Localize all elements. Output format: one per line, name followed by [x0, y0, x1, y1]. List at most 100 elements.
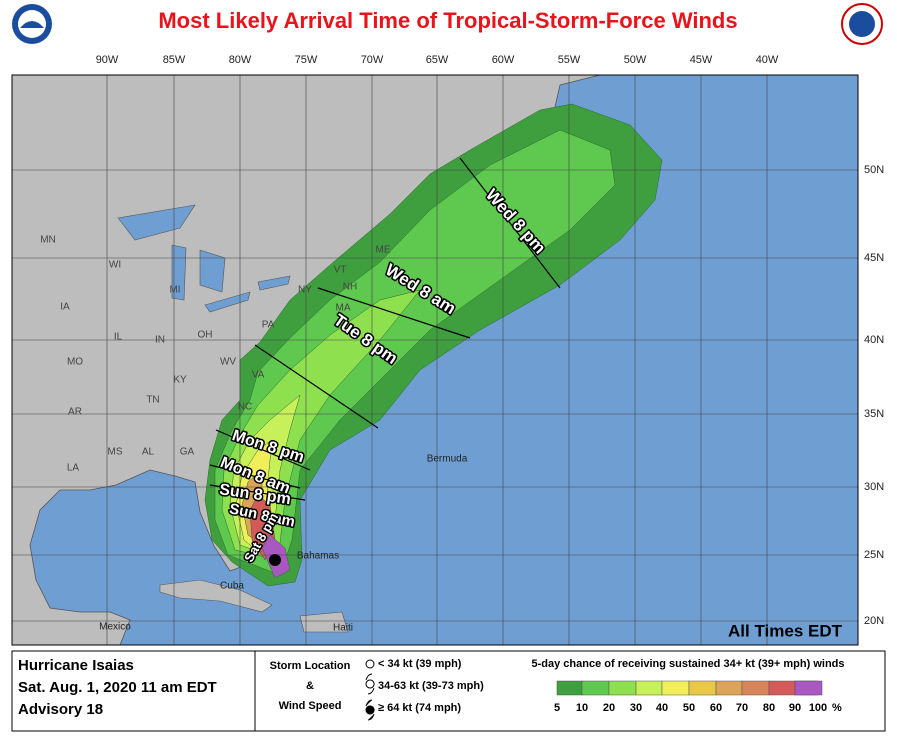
map	[12, 75, 858, 645]
state-label: LA	[67, 463, 80, 474]
map-frame	[11, 74, 859, 646]
scale-swatch	[768, 680, 796, 696]
latitude-label: 35N	[864, 408, 884, 420]
issued: Sat. Aug. 1, 2020 11 am EDT	[18, 679, 217, 696]
state-label: VA	[252, 370, 265, 381]
longitude-label: 75W	[295, 54, 318, 66]
scale-swatch	[608, 680, 637, 696]
state-label: AR	[68, 407, 82, 418]
symbol-title: Storm Location	[270, 660, 351, 672]
scale-title: 5-day chance of receiving sustained 34+ …	[532, 658, 845, 670]
state-label: VT	[334, 265, 347, 276]
state-label: NH	[343, 282, 357, 293]
state-label: PA	[262, 320, 275, 331]
state-label: MO	[67, 357, 83, 368]
latitude-label: 20N	[864, 615, 884, 627]
scale-swatch	[581, 680, 610, 696]
longitude-label: 55W	[558, 54, 581, 66]
state-label: WI	[109, 260, 121, 271]
advisory: Advisory 18	[18, 701, 103, 718]
title: Most Likely Arrival Time of Tropical-Sto…	[158, 8, 737, 33]
longitude-label: 50W	[624, 54, 647, 66]
latitude-label: 30N	[864, 481, 884, 493]
state-label: NY	[298, 285, 312, 296]
scale-swatch	[715, 680, 743, 696]
state-label: WV	[220, 357, 236, 368]
scale-label: 20	[603, 702, 615, 714]
storm-name: Hurricane Isaias	[18, 657, 134, 674]
wind-swath	[204, 103, 663, 587]
symbol-label: < 34 kt (39 mph)	[378, 658, 462, 670]
great-lakes	[117, 204, 291, 313]
scale-label: 10	[576, 702, 588, 714]
place-label: Haiti	[333, 623, 353, 634]
longitude-label: 45W	[690, 54, 713, 66]
latitude-label: 25N	[864, 549, 884, 561]
scale-swatch	[794, 680, 823, 696]
latitude-label: 40N	[864, 334, 884, 346]
longitude-label: 90W	[96, 54, 119, 66]
probability-contour	[214, 129, 616, 576]
longitude-label: 70W	[361, 54, 384, 66]
longitude-label: 65W	[426, 54, 449, 66]
scale-label: 80	[763, 702, 775, 714]
scale-swatch	[741, 680, 770, 696]
symbol-label: 34-63 kt (39-73 mph)	[378, 680, 484, 692]
longitude-label: 40W	[756, 54, 779, 66]
state-label: IL	[114, 332, 123, 343]
arrival-line	[317, 287, 471, 339]
scale-label: 60	[710, 702, 722, 714]
scale-unit: %	[832, 702, 842, 714]
symbol-td	[365, 659, 375, 669]
cuba	[159, 579, 273, 613]
state-label: MN	[40, 235, 56, 246]
scale-swatch	[661, 680, 690, 696]
state-label: TN	[146, 395, 159, 406]
hispaniola	[299, 611, 349, 633]
scale-label: 5	[554, 702, 560, 714]
state-label: MA	[336, 303, 351, 314]
nws-logo	[841, 3, 883, 45]
state-label: IN	[155, 335, 165, 346]
state-label: KY	[173, 375, 187, 386]
scale-label: 90	[789, 702, 801, 714]
latitude-label: 50N	[864, 164, 884, 176]
arrival-line	[215, 429, 311, 471]
longitude-label: 80W	[229, 54, 252, 66]
arrival-lines	[209, 157, 561, 501]
longitude-label: 60W	[492, 54, 515, 66]
state-label: OH	[198, 330, 213, 341]
arrival-line	[209, 464, 301, 489]
latitude-label: 45N	[864, 252, 884, 264]
scale-label: 40	[656, 702, 668, 714]
state-label: AL	[142, 447, 155, 458]
symbol-label: ≥ 64 kt (74 mph)	[378, 702, 461, 714]
place-label: Cuba	[220, 581, 244, 592]
symbol-hu	[365, 699, 375, 721]
scale-swatch	[688, 680, 717, 696]
place-label: Bahamas	[297, 551, 339, 562]
symbol-title: &	[306, 680, 314, 692]
state-label: MS	[108, 447, 123, 458]
state-label: ME	[376, 245, 391, 256]
state-label: MI	[169, 285, 180, 296]
arrival-line	[209, 484, 306, 501]
symbol-ts	[365, 673, 375, 695]
scale-label: 70	[736, 702, 748, 714]
state-label: IA	[60, 302, 70, 313]
scale-label: 100	[809, 702, 827, 714]
graticule	[12, 75, 858, 645]
scale-label: 50	[683, 702, 695, 714]
state-label: SC	[238, 435, 252, 446]
place-label: Bermuda	[427, 454, 468, 465]
place-label: Mexico	[99, 622, 131, 633]
symbol-title: Wind Speed	[279, 700, 342, 712]
arrival-line	[459, 157, 561, 289]
state-label: NC	[238, 402, 252, 413]
scale-swatch	[556, 680, 583, 696]
scale-label: 30	[630, 702, 642, 714]
arrival-line	[254, 344, 379, 429]
noaa-logo	[12, 4, 52, 44]
color-scale: 5 10 20 30 40 50 60 70 80 90 100%	[554, 680, 842, 714]
